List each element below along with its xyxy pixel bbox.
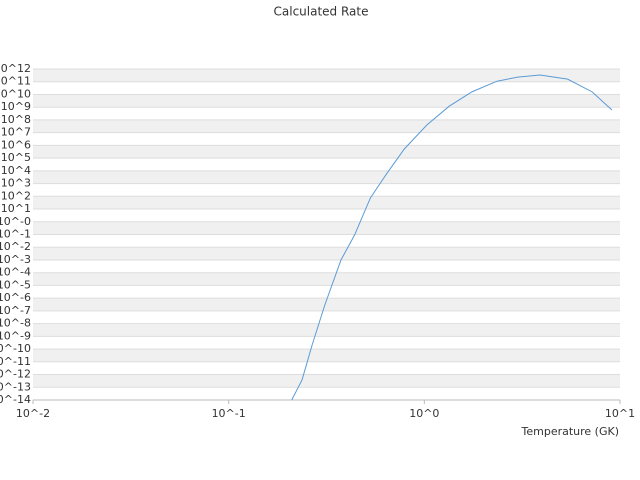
y-tick-label: 10^-12: [0, 368, 31, 381]
grid-band: [33, 94, 620, 108]
y-tick-label: 10^-3: [0, 253, 31, 266]
y-tick-label: 10^7: [1, 126, 31, 139]
y-tick-label: 10^-0: [0, 215, 31, 228]
y-tick-label: 10^-13: [0, 380, 31, 393]
grid-band: [33, 247, 620, 260]
x-tick-label: 10^-1: [212, 407, 246, 420]
grid-band: [33, 69, 620, 82]
grid-band: [33, 221, 620, 235]
y-tick-label: 10^-1: [0, 228, 31, 241]
y-tick-label: 10^-11: [0, 355, 31, 368]
y-tick-label: 10^8: [1, 113, 31, 126]
grid-band: [33, 323, 620, 337]
y-tick-label: 10^1: [1, 202, 31, 215]
chart-title: Calculated Rate: [274, 5, 369, 19]
grid-band: [33, 196, 620, 210]
y-tick-label: 10^-4: [0, 266, 31, 279]
y-tick-label: 10^-14: [0, 393, 31, 406]
grid-band: [33, 170, 620, 184]
y-tick-label: 10^-7: [0, 304, 31, 317]
grid-band: [33, 349, 620, 362]
y-tick-label: 10^-6: [0, 291, 31, 304]
y-tick-label: 10^-9: [0, 329, 31, 342]
y-tick-label: 10^10: [0, 87, 31, 100]
x-tick-label: 10^1: [605, 407, 635, 420]
y-tick-label: 10^3: [1, 177, 31, 190]
y-tick-label: 10^4: [1, 164, 31, 177]
y-tick-label: 10^-8: [0, 317, 31, 330]
y-tick-label: 10^2: [1, 189, 31, 202]
y-tick-label: 10^12: [0, 62, 31, 75]
y-tick-label: 10^-5: [0, 278, 31, 291]
y-tick-label: 10^11: [0, 75, 31, 88]
y-tick-label: 10^-2: [0, 240, 31, 253]
x-tick-label: 10^-2: [16, 407, 50, 420]
y-tick-label: 10^-10: [0, 342, 31, 355]
y-tick-label: 10^9: [1, 100, 31, 113]
grid-band: [33, 272, 620, 286]
x-axis-label: Temperature (GK): [521, 425, 620, 438]
y-tick-label: 10^6: [1, 138, 31, 151]
grid-band: [33, 374, 620, 388]
grid-band: [33, 145, 620, 159]
data-line: [291, 74, 613, 400]
y-tick-label: 10^5: [1, 151, 31, 164]
grid-band: [33, 119, 620, 133]
x-tick-label: 10^0: [409, 407, 439, 420]
plot-area: [291, 74, 613, 400]
grid-band: [33, 298, 620, 311]
